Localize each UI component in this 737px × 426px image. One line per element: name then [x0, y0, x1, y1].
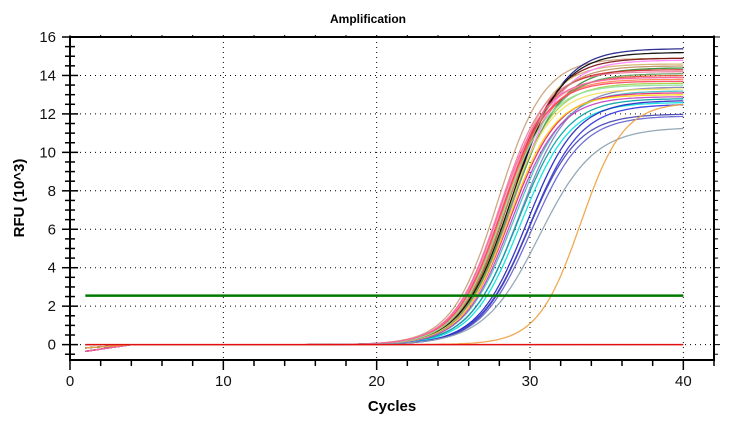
- curve-well-23: [85, 115, 684, 349]
- curve-well-19: [85, 102, 684, 346]
- curve-well-32: [85, 103, 684, 349]
- x-tick-label: 0: [66, 373, 74, 390]
- curve-well-10: [85, 92, 684, 346]
- curve-well-31: [85, 127, 684, 346]
- x-tick-label: 10: [215, 373, 232, 390]
- curve-well-15: [85, 98, 684, 352]
- curve-well-13: [85, 59, 684, 346]
- curve-well-3: [85, 57, 684, 352]
- y-axis-label: RFU (10^3): [11, 159, 28, 238]
- axis-ticks: 0 10 20 30 40 0 2 4 6 8 10 12 14 16: [39, 29, 720, 390]
- y-tick-label: 4: [48, 260, 56, 277]
- curve-well-21: [85, 100, 684, 352]
- curve-well-28: [85, 65, 684, 346]
- curve-well-16: [85, 69, 684, 346]
- curve-well-26: [85, 51, 684, 349]
- plot-frame: [69, 36, 715, 361]
- curve-well-29: [85, 84, 684, 349]
- x-axis-label: Cycles: [368, 398, 416, 415]
- curve-well-11: [85, 76, 684, 349]
- reference-lines: [85, 294, 684, 346]
- curve-well-2: [85, 48, 684, 349]
- curve-well-14: [85, 94, 684, 349]
- y-tick-label: 16: [39, 29, 56, 46]
- y-tick-label: 6: [48, 221, 56, 238]
- curve-well-9: [85, 82, 684, 352]
- y-tick-label: 10: [39, 144, 56, 161]
- y-tick-label: 2: [48, 298, 56, 315]
- curve-well-22: [85, 104, 684, 346]
- curve-well-30: [85, 76, 684, 352]
- curve-well-24: [85, 113, 684, 352]
- x-tick-label: 30: [522, 373, 539, 390]
- y-tick-label: 14: [39, 67, 56, 84]
- curve-well-12: [85, 86, 684, 352]
- x-tick-label: 40: [675, 373, 692, 390]
- y-tick-label: 12: [39, 106, 56, 123]
- y-tick-label: 8: [48, 183, 56, 200]
- curve-well-4: [85, 63, 684, 346]
- curve-well-17: [85, 78, 684, 349]
- chart-title: Amplification: [330, 12, 406, 26]
- x-tick-label: 20: [368, 373, 385, 390]
- y-tick-label: 0: [48, 337, 56, 354]
